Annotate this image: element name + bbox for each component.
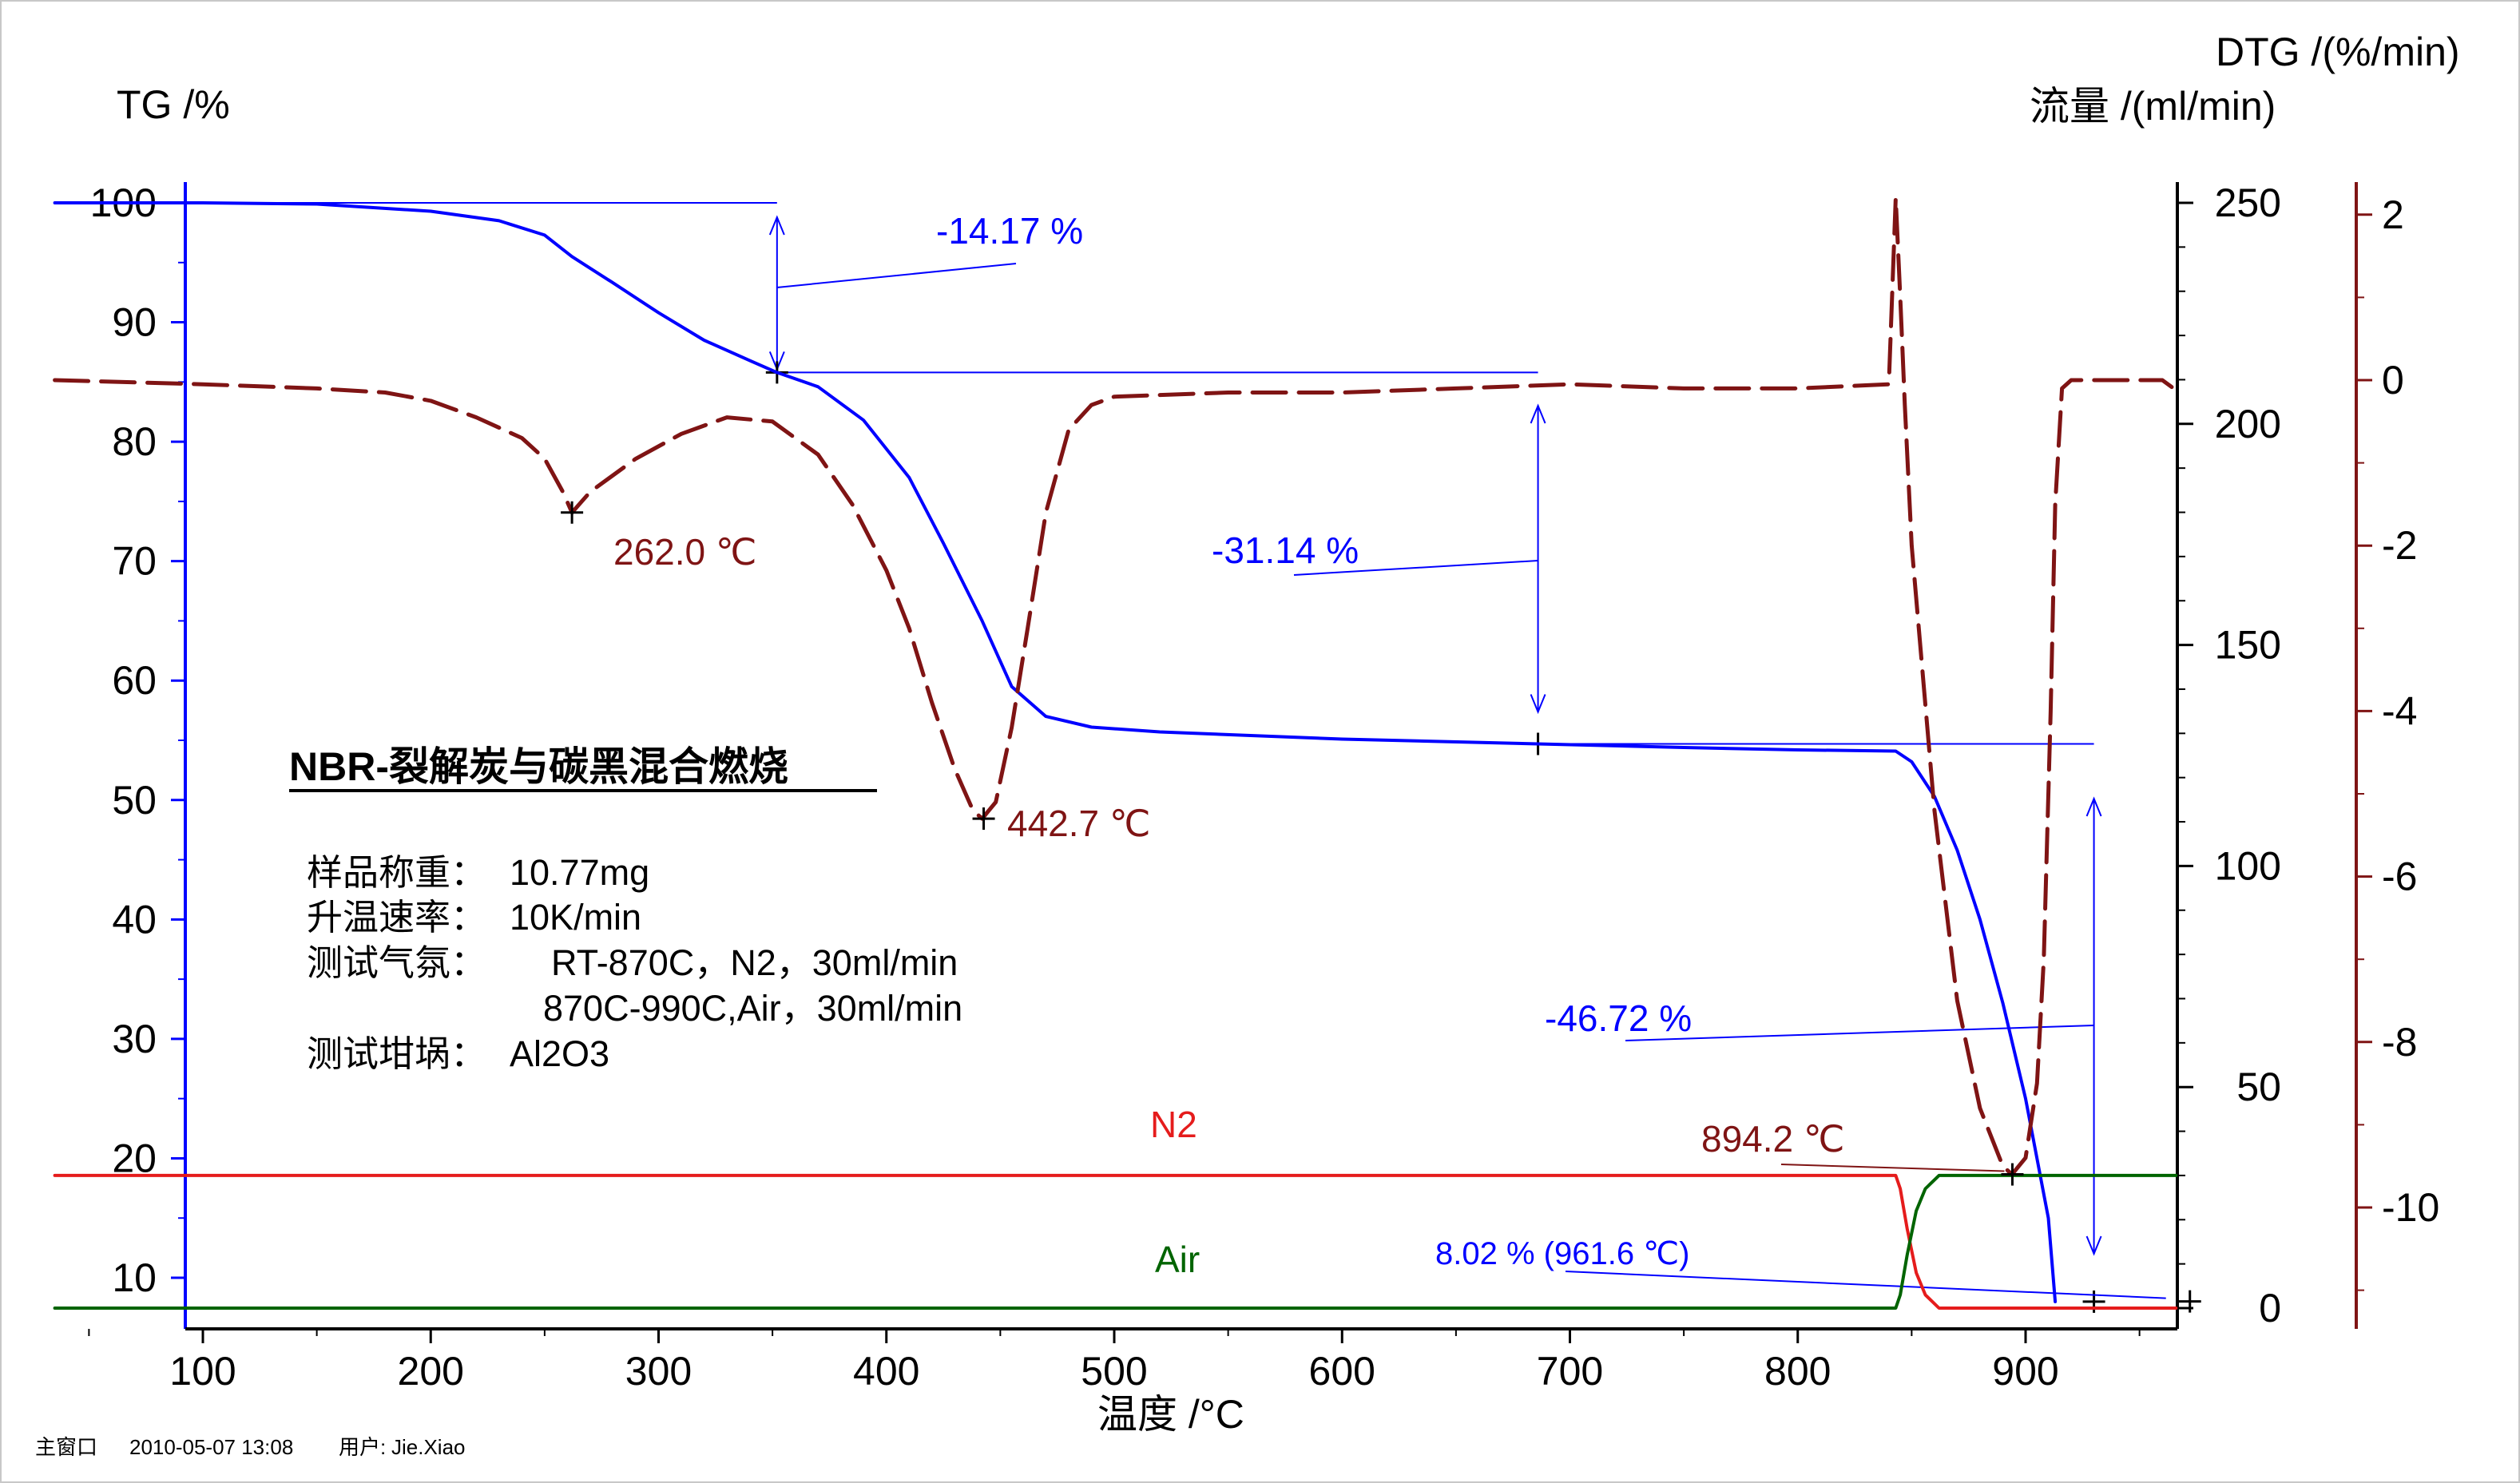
dtg-tick-label: -6	[2382, 855, 2417, 899]
peak-label-1: 262.0 ℃	[613, 531, 757, 573]
info-atmosphere-label: 测试气氛：	[307, 942, 486, 983]
x-tick-label: 800	[1764, 1349, 1831, 1394]
dtg-axis: -10 -8 -6 -4 -2 0 2	[2355, 182, 2439, 1329]
flow-tick-label: 100	[2215, 843, 2281, 888]
tg-tick-label: 10	[112, 1255, 157, 1300]
step3-arrow-head-bottom	[2085, 1235, 2102, 1256]
step1-arrow-head-top	[768, 215, 785, 236]
step2-arrow-head-top	[1530, 403, 1546, 424]
footer-window: 主窗口	[35, 1435, 97, 1459]
series-dtg-1	[53, 196, 2176, 1177]
dtg-tick-label: 2	[2382, 192, 2404, 237]
info-rate-label: 升温速率：	[307, 897, 486, 938]
dtg-tick-label: -10	[2382, 1185, 2439, 1230]
flow-axis-label: 流量 /(ml/min)	[2030, 84, 2276, 129]
n2-series-label: N2	[1150, 1104, 1197, 1145]
residual-leader	[1565, 1271, 2166, 1299]
flow-tick-label: 50	[2236, 1065, 2281, 1109]
x-tick-label: 200	[398, 1349, 464, 1394]
chart-title: NBR-裂解炭与碳黑混合燃烧	[289, 744, 788, 789]
info-weight-value: 10.77mg	[510, 852, 649, 893]
info-crucible-value: Al2O3	[510, 1033, 609, 1074]
dtg-tick-label: 0	[2382, 358, 2404, 402]
peak-label-2: 442.7 ℃	[1007, 803, 1151, 844]
dtg-tick-label: -2	[2382, 523, 2417, 568]
peak3-leader	[1780, 1164, 2005, 1172]
flow-tick-label: 0	[2259, 1286, 2281, 1330]
tg-tick-label: 40	[112, 897, 157, 942]
x-axis: 100 200 300 400 500 600 700 800 900	[88, 1327, 2177, 1394]
series-tg-0	[53, 201, 2058, 1303]
tg-tick-label: 90	[112, 300, 157, 345]
info-atmosphere-value-1: RT-870C，N2，30ml/min	[551, 942, 958, 983]
air-series-label: Air	[1155, 1239, 1200, 1280]
info-atmosphere-value-2: 870C-990C,Air，30ml/min	[543, 988, 962, 1029]
tg-tick-label: 60	[112, 658, 157, 703]
step3-arrow-head-top	[2085, 796, 2102, 817]
footer-user-label: 用户:	[339, 1435, 386, 1459]
step2-arrow-head-bottom	[1530, 694, 1546, 715]
tg-tick-label: 70	[112, 539, 157, 584]
x-tick-label: 900	[1992, 1349, 2058, 1394]
info-weight-label: 样品称重：	[307, 852, 486, 893]
tg-axis-label: TG /%	[117, 82, 230, 127]
step3-leader	[1625, 1025, 2094, 1041]
info-crucible-label: 测试坩埚：	[307, 1033, 486, 1074]
footer-datetime: 2010-05-07 13:08	[129, 1435, 293, 1459]
flow-tick-label: 150	[2215, 623, 2281, 668]
x-tick-label: 500	[1081, 1349, 1147, 1394]
step-label-1: -14.17 %	[936, 210, 1083, 252]
x-tick-label: 100	[169, 1349, 236, 1394]
footer-user: Jie.Xiao	[391, 1435, 466, 1459]
dtg-tick-label: -8	[2382, 1020, 2417, 1065]
dtg-axis-label: DTG /(%/min)	[2216, 30, 2460, 74]
step-label-3: -46.72 %	[1545, 997, 1692, 1039]
tg-tick-label: 80	[112, 419, 157, 464]
x-tick-label: 600	[1309, 1349, 1375, 1394]
step-label-2: -31.14 %	[1212, 529, 1359, 571]
series-flow-3	[53, 1173, 2178, 1310]
series-flow-2	[53, 1173, 2178, 1310]
tg-tick-label: 30	[112, 1017, 157, 1061]
x-tick-label: 700	[1537, 1349, 1603, 1394]
tg-tick-label: 50	[112, 778, 157, 823]
tg-tick-label: 20	[112, 1136, 157, 1180]
info-rate-value: 10K/min	[510, 897, 641, 938]
dtg-tick-label: -4	[2382, 688, 2417, 733]
series-layer	[53, 196, 2178, 1310]
flow-axis: 0 50 100 150 200 250	[2176, 180, 2281, 1330]
step2-leader	[1293, 560, 1538, 576]
x-tick-label: 300	[625, 1349, 692, 1394]
flow-tick-label: 200	[2215, 402, 2281, 446]
peak-label-3: 894.2 ℃	[1701, 1118, 1845, 1160]
peak-layer	[561, 501, 2024, 1186]
x-tick-label: 400	[853, 1349, 919, 1394]
step1-leader	[776, 263, 1017, 288]
residual-label: 8.02 % (961.6 ℃)	[1435, 1236, 1689, 1271]
x-axis-label: 温度 /°C	[1097, 1392, 1244, 1437]
flow-tick-label: 250	[2215, 180, 2281, 225]
